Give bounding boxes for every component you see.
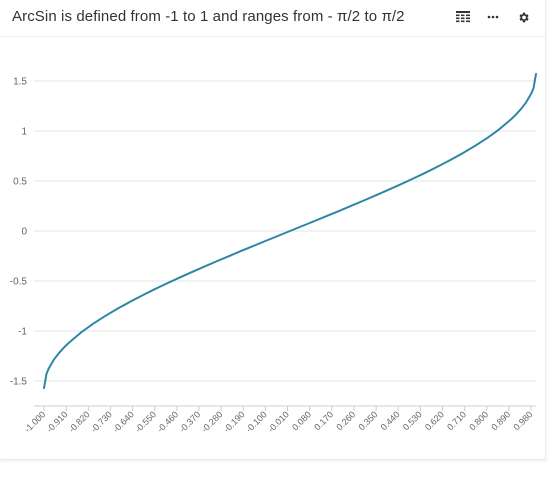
chart-card: ArcSin is defined from -1 to 1 and range…: [0, 0, 546, 460]
y-tick-label: 0: [21, 227, 27, 238]
more-icon[interactable]: [485, 9, 501, 25]
x-tick-label: 0.350: [357, 409, 380, 432]
y-tick-label: -1: [18, 327, 27, 338]
x-tick-label: 0.980: [511, 409, 534, 432]
series-layer: [43, 72, 537, 390]
x-tick-label: 0.890: [489, 409, 512, 432]
y-axis-ticks: -1.5 -1 -0.5 0 0.5 1 1.5: [10, 77, 28, 388]
y-tick-label: 1: [21, 127, 27, 138]
gear-icon[interactable]: [515, 9, 531, 25]
x-tick-label: 0.080: [290, 409, 313, 432]
x-tick-label: -0.100: [244, 409, 269, 434]
x-tick-label: -0.460: [155, 409, 180, 434]
arcsin-line: [43, 72, 537, 390]
x-tick-label: -0.190: [222, 409, 247, 434]
chart-header: ArcSin is defined from -1 to 1 and range…: [0, 0, 545, 37]
x-tick-label: -1.000: [22, 409, 47, 434]
arcsin-chart: -1.5-1-0.500.511.5 -1.000-0.910-0.820-0.…: [10, 72, 537, 434]
grid-layer: [34, 80, 536, 382]
x-tick-label: 0.440: [379, 409, 402, 432]
table-icon[interactable]: [455, 9, 471, 25]
x-tick-label: -0.010: [266, 409, 291, 434]
x-tick-label: 0.710: [445, 409, 468, 432]
y-tick-label: -1.5: [10, 377, 28, 388]
x-tick-label: 0.800: [467, 409, 490, 432]
x-tick-label: -0.550: [133, 409, 158, 434]
y-tick-label: 0.5: [13, 177, 27, 188]
x-tick-label: -0.280: [199, 409, 224, 434]
chart-title: ArcSin is defined from -1 to 1 and range…: [12, 8, 405, 25]
x-tick-label: -0.820: [67, 409, 92, 434]
y-tick-label: 1.5: [13, 77, 27, 88]
x-tick-label: -0.370: [177, 409, 202, 434]
x-axis: -1.000-0.910-0.820-0.730-0.640-0.550-0.4…: [22, 405, 536, 434]
y-tick-label: -0.5: [10, 277, 28, 288]
x-tick-label: -0.640: [111, 409, 136, 434]
chart-toolbar: [455, 9, 531, 25]
x-tick-label: -0.730: [89, 409, 114, 434]
x-tick-label: 0.620: [423, 409, 446, 432]
x-tick-label: 0.260: [334, 409, 357, 432]
x-tick-label: 0.170: [312, 409, 335, 432]
x-tick-label: -0.910: [44, 409, 69, 434]
x-tick-label: 0.530: [401, 409, 424, 432]
